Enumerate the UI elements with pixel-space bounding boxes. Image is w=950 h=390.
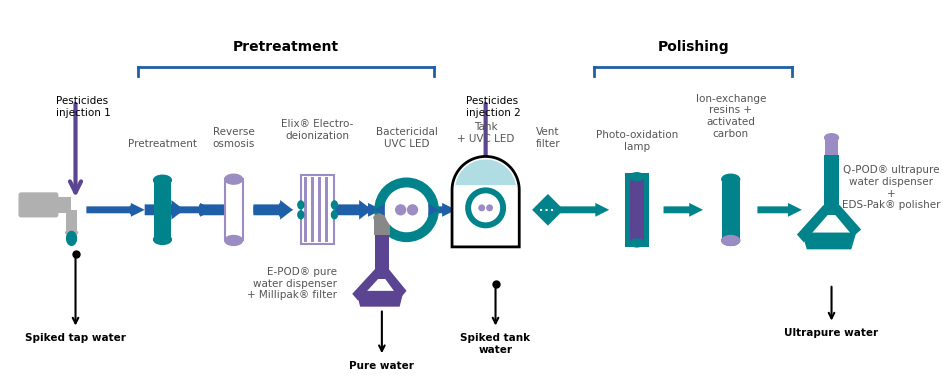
Polygon shape bbox=[560, 203, 609, 217]
Polygon shape bbox=[301, 175, 334, 245]
Polygon shape bbox=[452, 156, 520, 247]
Ellipse shape bbox=[722, 236, 740, 245]
Polygon shape bbox=[374, 218, 390, 234]
Circle shape bbox=[486, 204, 493, 211]
Polygon shape bbox=[172, 203, 214, 217]
Text: Pure water: Pure water bbox=[350, 361, 414, 371]
Polygon shape bbox=[225, 179, 242, 241]
Polygon shape bbox=[66, 232, 77, 245]
Circle shape bbox=[385, 188, 428, 232]
Polygon shape bbox=[328, 200, 372, 220]
Text: Reverse
osmosis: Reverse osmosis bbox=[213, 127, 255, 149]
Ellipse shape bbox=[722, 174, 740, 184]
Polygon shape bbox=[824, 156, 840, 215]
Circle shape bbox=[472, 194, 500, 222]
Circle shape bbox=[466, 188, 505, 228]
Polygon shape bbox=[304, 177, 307, 243]
Polygon shape bbox=[154, 180, 171, 239]
Polygon shape bbox=[455, 160, 516, 190]
Ellipse shape bbox=[630, 173, 644, 181]
Polygon shape bbox=[663, 203, 703, 217]
Ellipse shape bbox=[298, 201, 304, 209]
Ellipse shape bbox=[225, 174, 242, 184]
Polygon shape bbox=[325, 177, 328, 243]
Polygon shape bbox=[26, 197, 70, 213]
Text: Ion-exchange
resins +
activated
carbon: Ion-exchange resins + activated carbon bbox=[695, 94, 766, 139]
Ellipse shape bbox=[225, 236, 242, 245]
Polygon shape bbox=[833, 205, 862, 236]
Polygon shape bbox=[757, 203, 802, 217]
Circle shape bbox=[375, 178, 438, 241]
Polygon shape bbox=[722, 179, 740, 241]
Polygon shape bbox=[375, 234, 389, 279]
Text: Pretreatment: Pretreatment bbox=[233, 40, 339, 54]
Polygon shape bbox=[625, 173, 649, 247]
Circle shape bbox=[396, 205, 406, 215]
Ellipse shape bbox=[66, 230, 78, 235]
Polygon shape bbox=[384, 269, 407, 299]
Polygon shape bbox=[428, 204, 439, 216]
Text: Polishing: Polishing bbox=[657, 40, 729, 54]
Polygon shape bbox=[86, 203, 144, 217]
Polygon shape bbox=[532, 194, 563, 226]
Text: Spiked tap water: Spiked tap water bbox=[25, 333, 126, 343]
Polygon shape bbox=[66, 210, 78, 232]
Ellipse shape bbox=[825, 134, 839, 142]
Ellipse shape bbox=[332, 211, 337, 219]
Polygon shape bbox=[356, 291, 404, 307]
Text: Elix® Electro-
deionization: Elix® Electro- deionization bbox=[281, 119, 353, 141]
Text: Pesticides
injection 2: Pesticides injection 2 bbox=[466, 96, 521, 118]
Polygon shape bbox=[317, 177, 321, 243]
Text: Pesticides
injection 1: Pesticides injection 1 bbox=[56, 96, 110, 118]
Polygon shape bbox=[802, 232, 856, 249]
Polygon shape bbox=[144, 200, 184, 220]
Polygon shape bbox=[200, 200, 238, 220]
Text: Ultrapure water: Ultrapure water bbox=[785, 328, 879, 339]
FancyBboxPatch shape bbox=[19, 193, 58, 217]
Text: Vent
filter: Vent filter bbox=[536, 127, 560, 149]
Text: Pretreatment: Pretreatment bbox=[128, 138, 197, 149]
Polygon shape bbox=[342, 203, 382, 217]
Polygon shape bbox=[431, 203, 456, 217]
Ellipse shape bbox=[374, 214, 390, 222]
Polygon shape bbox=[797, 205, 829, 243]
Ellipse shape bbox=[298, 211, 304, 219]
Polygon shape bbox=[352, 269, 380, 301]
Text: Bactericidal
UVC LED: Bactericidal UVC LED bbox=[375, 127, 438, 149]
Text: Q-POD® ultrapure
water dispenser
+
EDS-Pak® polisher: Q-POD® ultrapure water dispenser + EDS-P… bbox=[842, 165, 940, 210]
Polygon shape bbox=[254, 203, 293, 217]
Ellipse shape bbox=[722, 236, 740, 245]
Ellipse shape bbox=[154, 234, 171, 245]
Polygon shape bbox=[630, 177, 644, 243]
Circle shape bbox=[478, 204, 485, 211]
Polygon shape bbox=[374, 204, 385, 216]
Text: Spiked tank
water: Spiked tank water bbox=[461, 333, 531, 355]
Ellipse shape bbox=[630, 239, 644, 247]
Text: Tank
+ UVC LED: Tank + UVC LED bbox=[457, 122, 514, 144]
Text: E-POD® pure
water dispenser
+ Millipak® filter: E-POD® pure water dispenser + Millipak® … bbox=[247, 267, 337, 300]
Text: Photo-oxidation
lamp: Photo-oxidation lamp bbox=[596, 130, 678, 152]
Circle shape bbox=[408, 205, 417, 215]
Polygon shape bbox=[311, 177, 314, 243]
Polygon shape bbox=[825, 138, 839, 156]
Polygon shape bbox=[254, 200, 293, 220]
Ellipse shape bbox=[154, 175, 171, 185]
Ellipse shape bbox=[332, 201, 337, 209]
Polygon shape bbox=[382, 200, 427, 220]
